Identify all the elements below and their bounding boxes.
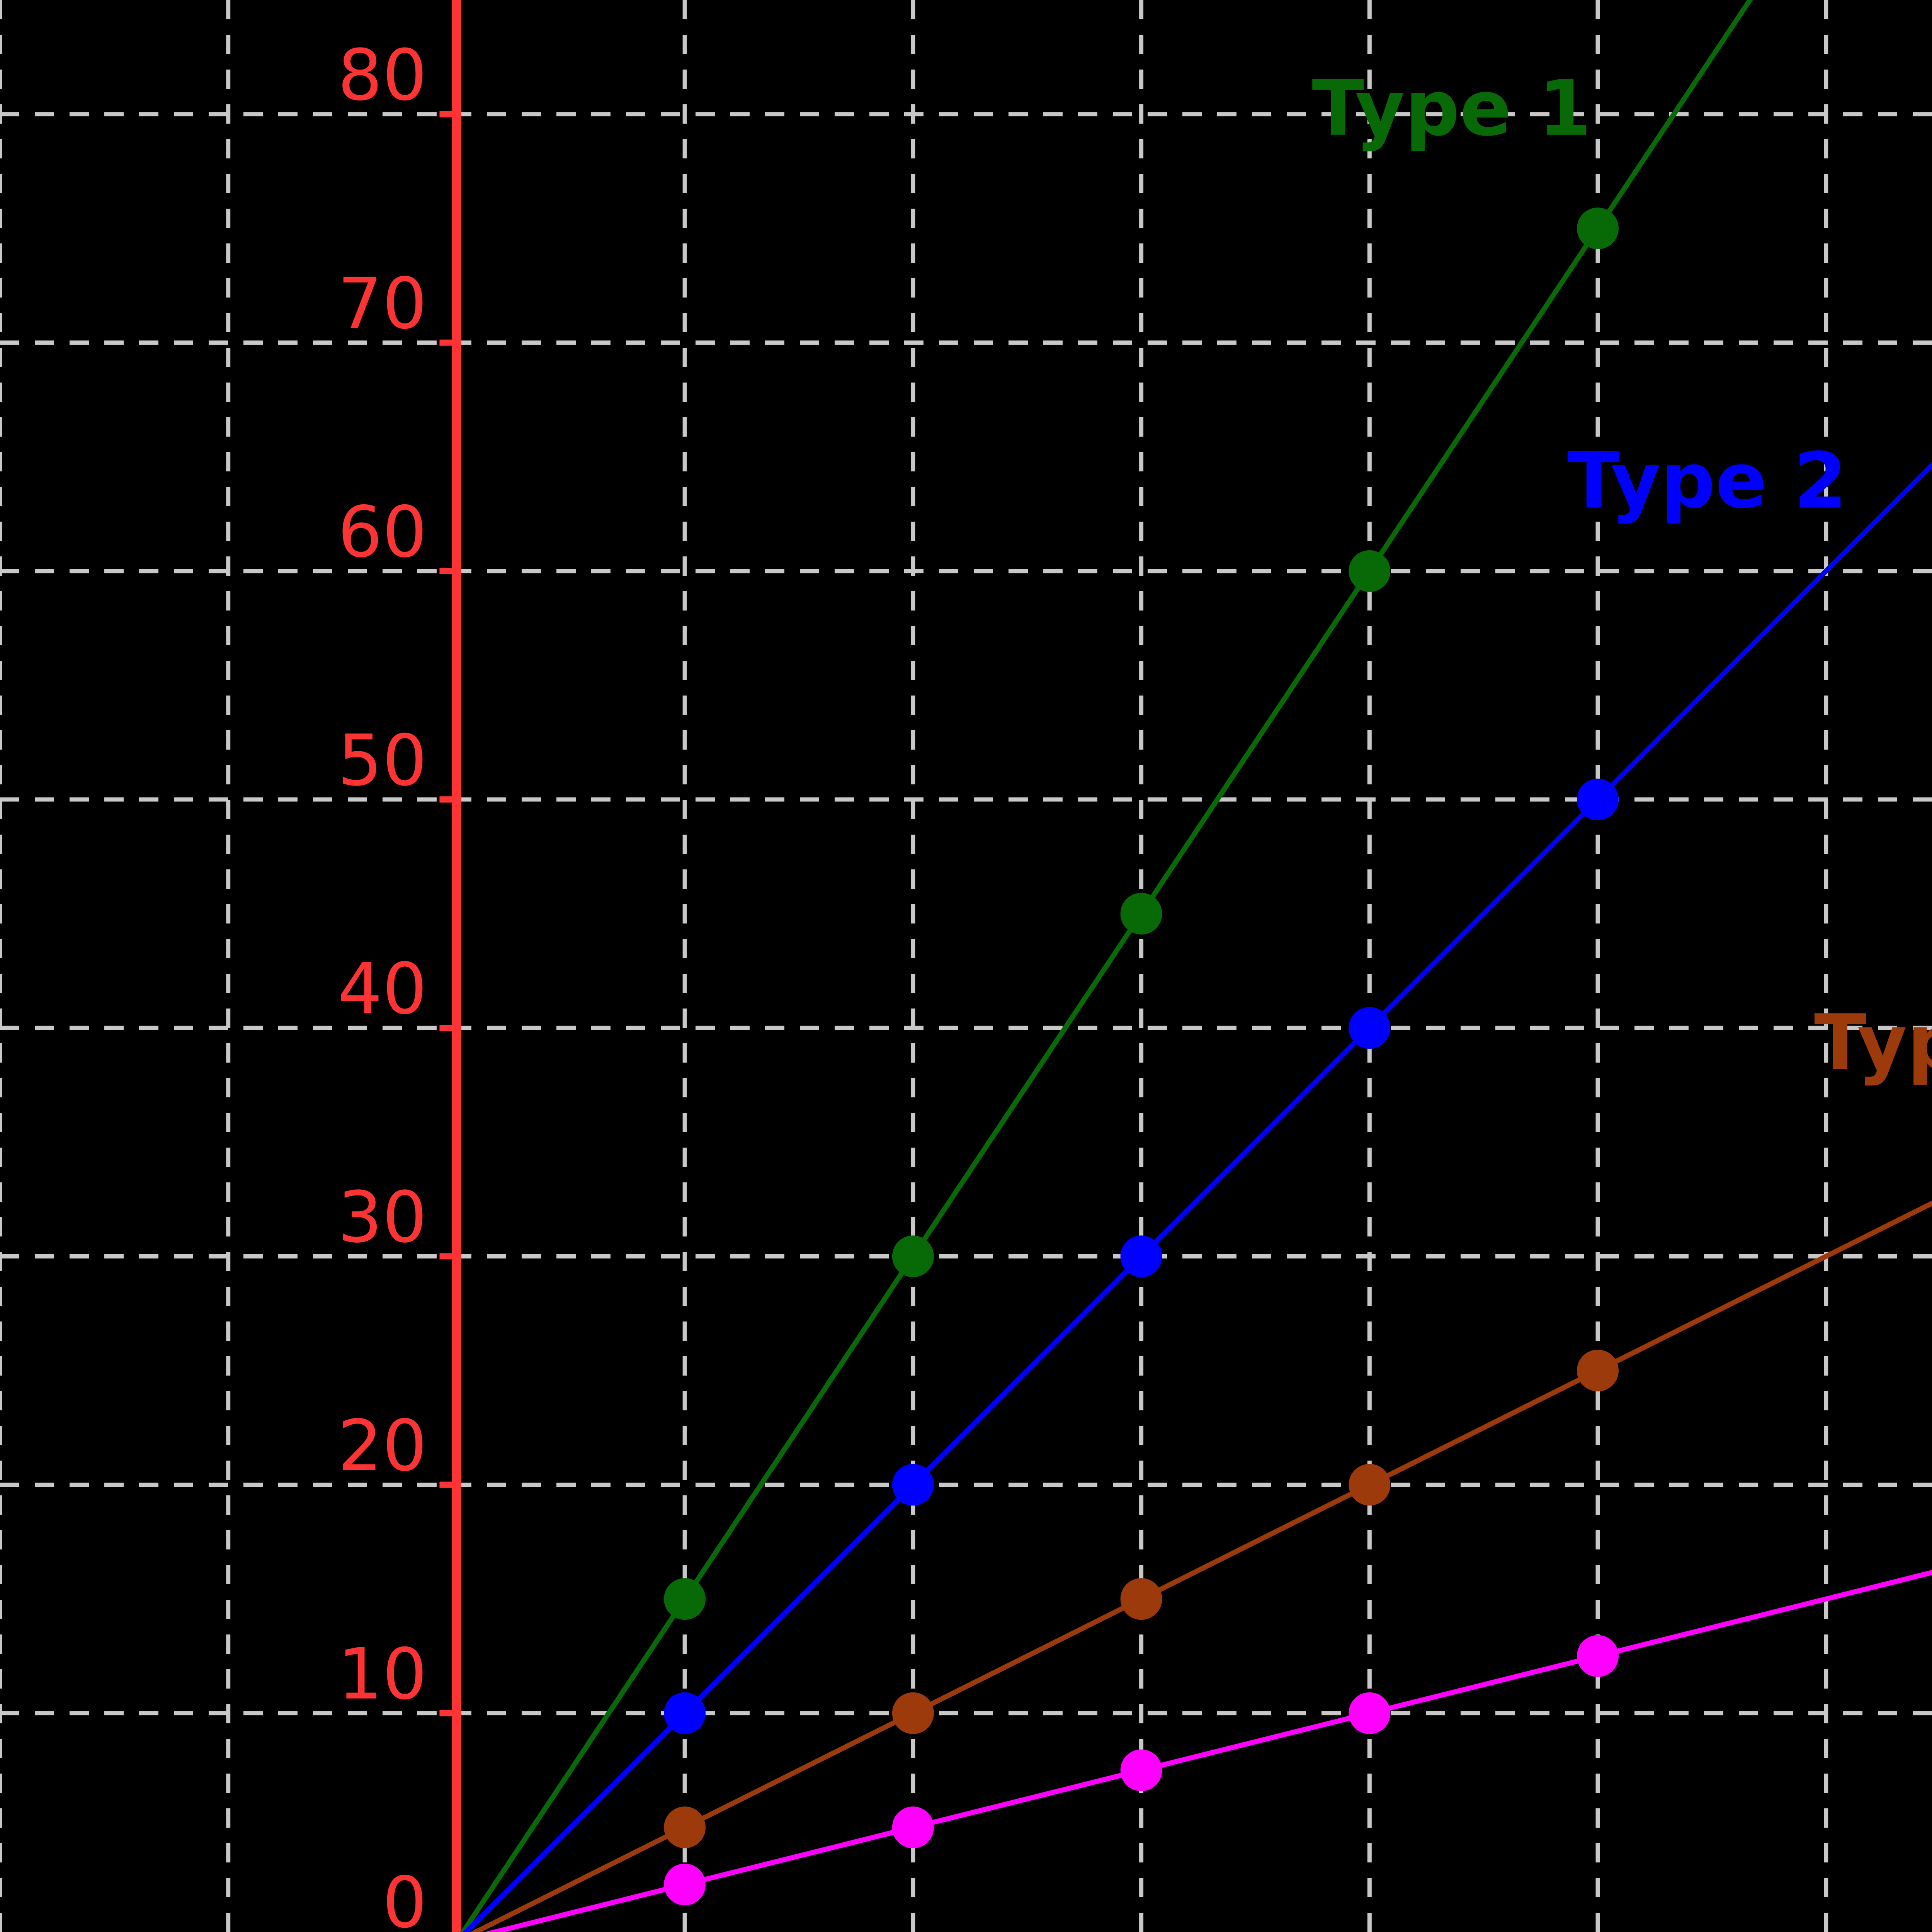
data-point-type-1-4 xyxy=(1577,207,1619,250)
data-point-type-1-0 xyxy=(664,1578,706,1620)
series-line-type-4 xyxy=(484,1570,1932,1932)
series-label-type-3: Type 3 xyxy=(1814,998,1932,1087)
data-point-type-2-0 xyxy=(664,1692,706,1734)
data-point-type-1-2 xyxy=(1120,893,1162,935)
y-tick-label-10: 10 xyxy=(338,1633,427,1715)
series-line-type-3 xyxy=(470,1200,1932,1932)
y-tick-label-70: 70 xyxy=(338,263,427,345)
data-point-type-4-3 xyxy=(1349,1692,1391,1734)
data-point-type-3-4 xyxy=(1577,1349,1619,1391)
data-point-type-2-2 xyxy=(1120,1235,1162,1277)
y-tick-label-20: 20 xyxy=(338,1405,427,1487)
y-tick-label-30: 30 xyxy=(338,1176,427,1258)
data-point-type-1-3 xyxy=(1349,550,1391,592)
y-tick-label-50: 50 xyxy=(338,719,427,801)
data-point-type-4-0 xyxy=(664,1864,706,1906)
y-tick-label-0: 0 xyxy=(383,1862,427,1932)
series-label-type-1: Type 1 xyxy=(1312,64,1591,153)
data-point-type-3-3 xyxy=(1349,1464,1391,1506)
data-point-type-2-4 xyxy=(1577,779,1619,821)
series-label-type-2: Type 2 xyxy=(1568,436,1847,525)
data-point-type-3-2 xyxy=(1120,1578,1162,1620)
y-tick-label-40: 40 xyxy=(338,948,427,1030)
y-tick-label-80: 80 xyxy=(338,34,427,116)
data-point-type-4-1 xyxy=(892,1806,934,1849)
data-point-type-2-1 xyxy=(892,1464,934,1506)
data-point-type-3-0 xyxy=(664,1806,706,1849)
y-tick-label-60: 60 xyxy=(338,491,427,573)
data-point-type-2-3 xyxy=(1349,1007,1391,1049)
ticks-group xyxy=(439,111,457,1716)
data-point-type-3-1 xyxy=(892,1692,934,1734)
data-point-type-4-4 xyxy=(1577,1635,1619,1677)
tick-labels-group: -505101520253035404501020304050607080 xyxy=(338,34,427,1932)
data-point-type-4-2 xyxy=(1120,1749,1162,1791)
data-point-type-1-1 xyxy=(892,1235,934,1277)
